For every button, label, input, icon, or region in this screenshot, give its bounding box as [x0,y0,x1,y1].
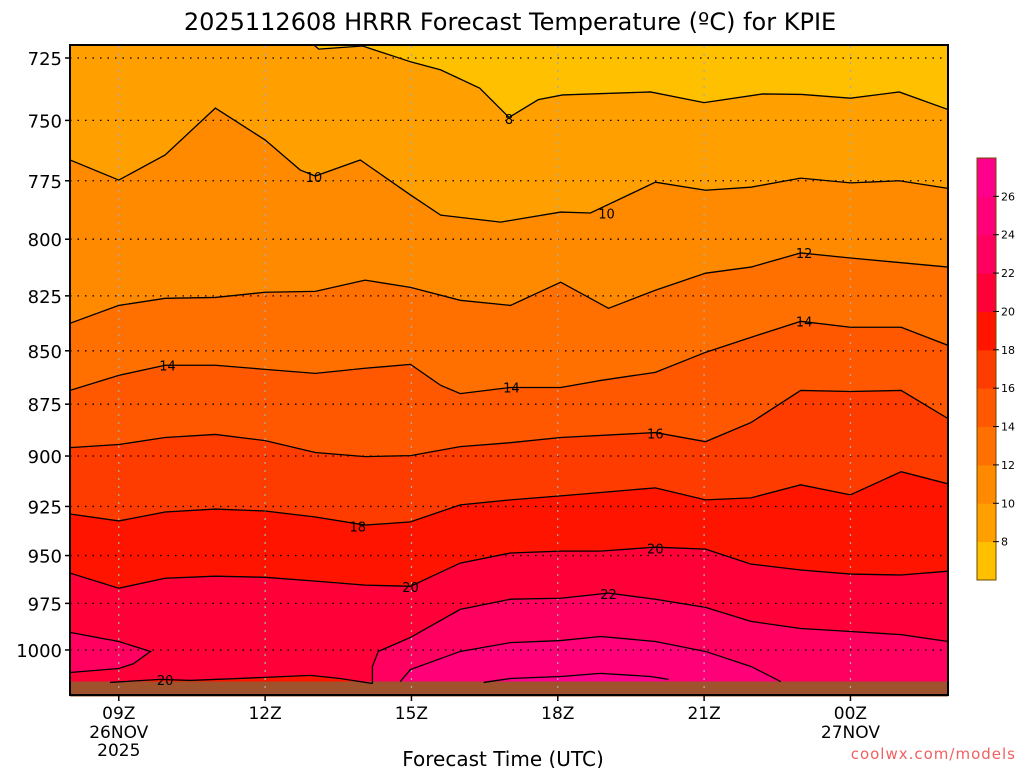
colorbar-label: 22 [1001,267,1015,280]
isotherm-lines [70,45,948,685]
x-tick-label: 12Z [248,704,281,724]
contour-label: 10 [306,171,323,186]
isotherm-24 [399,635,781,683]
x-tick-date-label: 2025 [97,741,140,761]
plot-frame [69,44,949,696]
isotherm-16 [70,389,948,458]
colorbar-label: 10 [1001,497,1015,510]
colorbar-label: 8 [1001,536,1008,549]
colorbar-label: 16 [1001,382,1015,395]
colorbar-swatch [977,503,996,543]
contour-label: 14 [796,315,813,330]
colorbar-swatch [977,464,996,504]
contour-label: 20 [647,542,664,557]
y-tick-label: 850 [28,342,62,363]
isotherm-8 [70,45,948,119]
y-tick-label: 900 [28,447,62,468]
x-tick-label: 21Z [687,704,720,724]
colorbar-swatch [977,273,996,312]
isotherm-26 [483,672,669,684]
contour-label: 10 [598,208,615,223]
y-tick-label: 875 [28,395,62,416]
colorbar-label: 14 [1001,421,1015,434]
colorbar-swatch [977,349,996,389]
colorbar-swatch [977,234,996,274]
contour-label: 20 [402,581,419,596]
isotherm-20 [70,546,948,589]
colorbar-label: 20 [1001,305,1015,318]
ground-layer [70,681,948,697]
isotherm-12 [70,252,948,324]
isotherm-22 [371,592,948,684]
colorbar-label: 24 [1001,229,1015,242]
contour-label: 22 [600,588,617,603]
contour-label: 12 [796,247,813,262]
y-tick-label: 950 [28,547,62,568]
y-tick-label: 975 [28,594,62,615]
chart-title: 2025112608 HRRR Forecast Temperature (ºC… [184,8,836,36]
y-tick-label: 725 [28,49,62,70]
colorbar-label: 18 [1001,344,1015,357]
contour-label: 18 [350,520,367,535]
colorbar: 8 10 12 14 16 18 20 22 24 26 [976,157,1015,581]
contour-labels: 8 10 10 12 14 14 14 16 18 20 20 20 22 [157,113,813,689]
colorbar-swatch [977,311,996,351]
colorbar-swatch [977,158,996,197]
isotherm-14 [70,320,948,395]
isotherm-18 [70,471,948,526]
y-tick-label: 800 [28,230,62,251]
filled-contours [70,45,948,695]
colorbar-swatch [977,388,996,428]
contour-label: 20 [157,674,174,689]
y-tick-label: 1000 [16,641,62,662]
colorbar-label: 12 [1001,459,1015,472]
colorbar-label: 26 [1001,190,1015,203]
y-tick-label: 750 [28,111,62,132]
contour-label: 14 [159,359,176,374]
x-tick-date-label: 26NOV [89,723,148,743]
credit-text: coolwx.com/models [851,745,1016,763]
x-tick-label: 00Z [834,704,867,724]
x-tick-label: 18Z [541,704,574,724]
isotherm-20 [109,674,373,685]
colorbar-frame [976,157,997,581]
colorbar-swatch [977,426,996,466]
y-tick-label: 775 [28,172,62,193]
x-tick-date-label: 27NOV [821,723,880,743]
x-tick-label: 15Z [395,704,428,724]
band-fill-22 [70,632,151,673]
x-axis-label: Forecast Time (UTC) [402,747,604,768]
y-tick-label: 825 [28,287,62,308]
contour-label: 8 [505,113,513,128]
x-tick-label: 09Z [102,704,135,724]
colorbar-swatch [977,541,996,581]
contour-label: 14 [503,381,520,396]
ground-fill [70,681,948,697]
isotherm-10 [70,107,948,223]
isotherm-22 [70,631,152,674]
y-axis-ticks: 725 750 775 800 825 850 875 900 925 950 975 1000 [16,49,70,662]
y-tick-label: 925 [28,497,62,518]
colorbar-swatch [977,196,996,236]
contour-label: 16 [647,427,664,442]
